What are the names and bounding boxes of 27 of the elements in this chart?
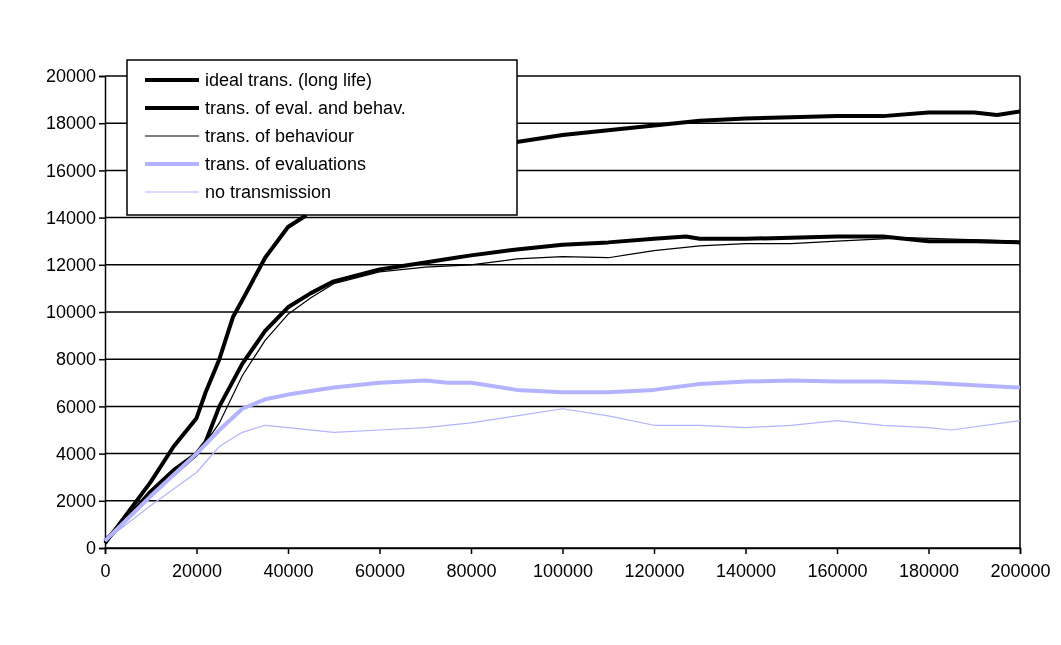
x-tick-label: 0 [100, 560, 111, 581]
y-tick-label: 2000 [55, 491, 96, 512]
legend-label: trans. of evaluations [205, 154, 367, 174]
x-tick-label: 60000 [354, 560, 406, 581]
x-tick-label: 40000 [263, 560, 314, 581]
y-tick-label: 14000 [45, 207, 96, 228]
legend-label: trans. of behaviour [205, 126, 355, 146]
y-tick-label: 18000 [45, 113, 96, 134]
y-tick-label: 12000 [45, 255, 96, 276]
y-tick-label: 8000 [55, 349, 96, 370]
x-tick-label: 100000 [532, 560, 594, 581]
x-tick-label: 80000 [446, 560, 497, 581]
y-tick-label: 4000 [55, 443, 96, 464]
y-tick-label: 0 [85, 538, 96, 559]
y-tick-label: 10000 [45, 302, 96, 323]
x-tick-label: 140000 [715, 560, 777, 581]
legend-label: no transmission [205, 182, 332, 202]
y-tick-label: 16000 [45, 160, 96, 181]
y-tick-label: 20000 [45, 66, 96, 87]
legend-label: trans. of eval. and behav. [205, 98, 406, 118]
x-tick-label: 20000 [171, 560, 223, 581]
x-tick-label: 200000 [990, 560, 1051, 581]
x-tick-label: 160000 [807, 560, 868, 581]
y-tick-label: 6000 [55, 396, 96, 417]
x-tick-label: 180000 [898, 560, 960, 581]
x-tick-label: 120000 [624, 560, 685, 581]
legend-label: ideal trans. (long life) [205, 70, 373, 90]
